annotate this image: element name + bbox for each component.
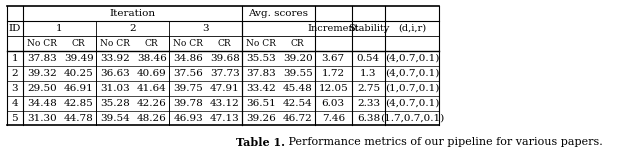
Text: No CR: No CR xyxy=(100,39,130,48)
Text: 46.72: 46.72 xyxy=(283,114,312,123)
Text: 35.53: 35.53 xyxy=(246,54,276,63)
Text: 48.26: 48.26 xyxy=(137,114,166,123)
Text: 47.91: 47.91 xyxy=(210,84,239,93)
Text: 3.67: 3.67 xyxy=(322,54,345,63)
Text: 37.73: 37.73 xyxy=(210,69,239,78)
Text: CR: CR xyxy=(218,39,232,48)
Text: CR: CR xyxy=(145,39,159,48)
Text: 43.12: 43.12 xyxy=(210,99,239,108)
Text: Iteration: Iteration xyxy=(109,9,156,18)
Text: 37.83: 37.83 xyxy=(28,54,57,63)
Text: 37.56: 37.56 xyxy=(173,69,203,78)
Text: 36.51: 36.51 xyxy=(246,99,276,108)
Text: 44.78: 44.78 xyxy=(64,114,93,123)
Text: 4: 4 xyxy=(12,99,18,108)
Text: CR: CR xyxy=(291,39,305,48)
Text: 39.78: 39.78 xyxy=(173,99,203,108)
Text: (4,0.7,0.1): (4,0.7,0.1) xyxy=(385,54,439,63)
Text: No CR: No CR xyxy=(246,39,276,48)
Text: 40.25: 40.25 xyxy=(64,69,93,78)
Text: 42.85: 42.85 xyxy=(64,99,93,108)
Text: 34.86: 34.86 xyxy=(173,54,203,63)
Text: 12.05: 12.05 xyxy=(319,84,348,93)
Text: 36.63: 36.63 xyxy=(100,69,130,78)
Text: 1: 1 xyxy=(56,24,63,33)
Text: 33.42: 33.42 xyxy=(246,84,276,93)
Text: 29.50: 29.50 xyxy=(28,84,57,93)
Text: 2.75: 2.75 xyxy=(357,84,380,93)
Text: 42.26: 42.26 xyxy=(137,99,166,108)
Text: (4,0.7,0.1): (4,0.7,0.1) xyxy=(385,99,439,108)
Text: No CR: No CR xyxy=(28,39,57,48)
Text: 39.20: 39.20 xyxy=(283,54,312,63)
Text: 2: 2 xyxy=(12,69,18,78)
Text: 47.13: 47.13 xyxy=(210,114,239,123)
Text: 5: 5 xyxy=(12,114,18,123)
Text: Performance metrics of our pipeline for various papers.: Performance metrics of our pipeline for … xyxy=(285,137,603,147)
Text: 41.64: 41.64 xyxy=(137,84,166,93)
Text: 39.54: 39.54 xyxy=(100,114,130,123)
Text: Avg. scores: Avg. scores xyxy=(248,9,308,18)
Text: 1.3: 1.3 xyxy=(360,69,376,78)
Text: 3: 3 xyxy=(12,84,18,93)
Text: CR: CR xyxy=(72,39,86,48)
Text: 39.26: 39.26 xyxy=(246,114,276,123)
Text: 6.38: 6.38 xyxy=(357,114,380,123)
Text: (4,0.7,0.1): (4,0.7,0.1) xyxy=(385,69,439,78)
Text: 46.91: 46.91 xyxy=(64,84,93,93)
Text: 38.46: 38.46 xyxy=(137,54,166,63)
Text: 46.93: 46.93 xyxy=(173,114,203,123)
Text: (d,i,r): (d,i,r) xyxy=(398,24,426,33)
Text: 2.33: 2.33 xyxy=(357,99,380,108)
Text: (1.7,0.7,0.1): (1.7,0.7,0.1) xyxy=(380,114,444,123)
Text: 1: 1 xyxy=(12,54,18,63)
Text: 31.03: 31.03 xyxy=(100,84,130,93)
Text: 0.54: 0.54 xyxy=(357,54,380,63)
Text: 37.83: 37.83 xyxy=(246,69,276,78)
Text: 6.03: 6.03 xyxy=(322,99,345,108)
Text: 2: 2 xyxy=(129,24,136,33)
Text: 39.55: 39.55 xyxy=(283,69,312,78)
Text: 39.32: 39.32 xyxy=(28,69,57,78)
Text: 1.72: 1.72 xyxy=(322,69,345,78)
Text: 45.48: 45.48 xyxy=(283,84,312,93)
Text: 33.92: 33.92 xyxy=(100,54,130,63)
Text: Stability: Stability xyxy=(348,24,389,33)
Text: No CR: No CR xyxy=(173,39,203,48)
Text: 31.30: 31.30 xyxy=(28,114,57,123)
Text: 40.69: 40.69 xyxy=(137,69,166,78)
Text: 7.46: 7.46 xyxy=(322,114,345,123)
Text: Increment: Increment xyxy=(308,24,359,33)
Text: 35.28: 35.28 xyxy=(100,99,130,108)
Text: 34.48: 34.48 xyxy=(28,99,57,108)
Text: ID: ID xyxy=(8,24,21,33)
Text: (1,0.7,0.1): (1,0.7,0.1) xyxy=(385,84,439,93)
Text: 3: 3 xyxy=(202,24,209,33)
Text: Table 1.: Table 1. xyxy=(236,137,285,148)
Text: 39.49: 39.49 xyxy=(64,54,93,63)
Text: 39.75: 39.75 xyxy=(173,84,203,93)
Text: 39.68: 39.68 xyxy=(210,54,239,63)
Text: 42.54: 42.54 xyxy=(283,99,312,108)
